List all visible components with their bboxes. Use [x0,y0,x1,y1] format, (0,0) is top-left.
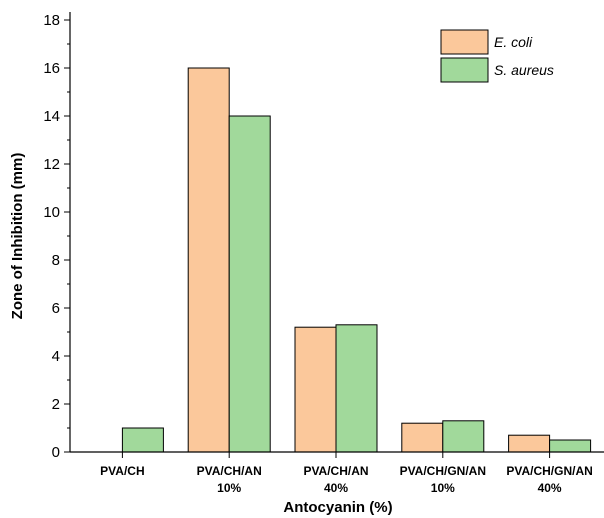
y-tick-label: 4 [52,348,60,365]
legend-label-e-coli: E. coli [494,34,533,50]
legend-swatch-s-aureus [440,57,489,83]
x-tick-label: PVA/CH/GN/AN [400,464,486,478]
legend-label-s-aureus: S. aureus [494,62,554,78]
bars-group [121,67,592,453]
y-tick-label: 2 [52,396,60,413]
x-tick-label: PVA/CH [100,464,144,478]
y-tick-label: 10 [43,204,60,221]
x-categories-group: PVA/CH PVA/CH/AN 10% PVA/CH/AN 40% PVA/CH/GN/… [100,452,593,495]
bar-e-coli-2 [294,326,337,453]
x-tick-label: 10% [431,481,455,495]
legend-swatch-e-coli [440,29,489,55]
bar-s-aureus-4 [549,439,592,453]
bar-e-coli-3 [401,422,444,453]
bar-s-aureus-0 [121,427,164,453]
bar-e-coli-1 [187,67,230,453]
bar-e-coli-4 [508,434,551,453]
y-tick-label: 6 [52,300,60,317]
x-tick-label: 40% [538,481,562,495]
x-tick-label: PVA/CH/GN/AN [506,464,592,478]
x-tick-label: PVA/CH/AN [197,464,262,478]
bar-s-aureus-3 [442,420,485,453]
bar-s-aureus-2 [335,324,378,453]
x-tick-label: PVA/CH/AN [303,464,368,478]
y-tick-label: 0 [52,444,60,461]
x-tick-label: 40% [324,481,348,495]
y-axis-label: Zone of Inhibition (mm) [9,153,26,320]
y-tick-label: 18 [43,12,60,29]
bar-s-aureus-1 [228,115,271,453]
axes-group [69,12,604,453]
y-tick-label: 8 [52,252,60,269]
x-tick-label: 10% [217,481,241,495]
y-tick-label: 16 [43,60,60,77]
legend: E. coli S. aureus [440,29,554,83]
y-tick-label: 12 [43,156,60,173]
y-ticks-group: 0 2 4 6 8 10 12 14 16 18 [43,12,70,461]
y-tick-label: 14 [43,108,60,125]
x-axis-label: Antocyanin (%) [283,499,392,516]
